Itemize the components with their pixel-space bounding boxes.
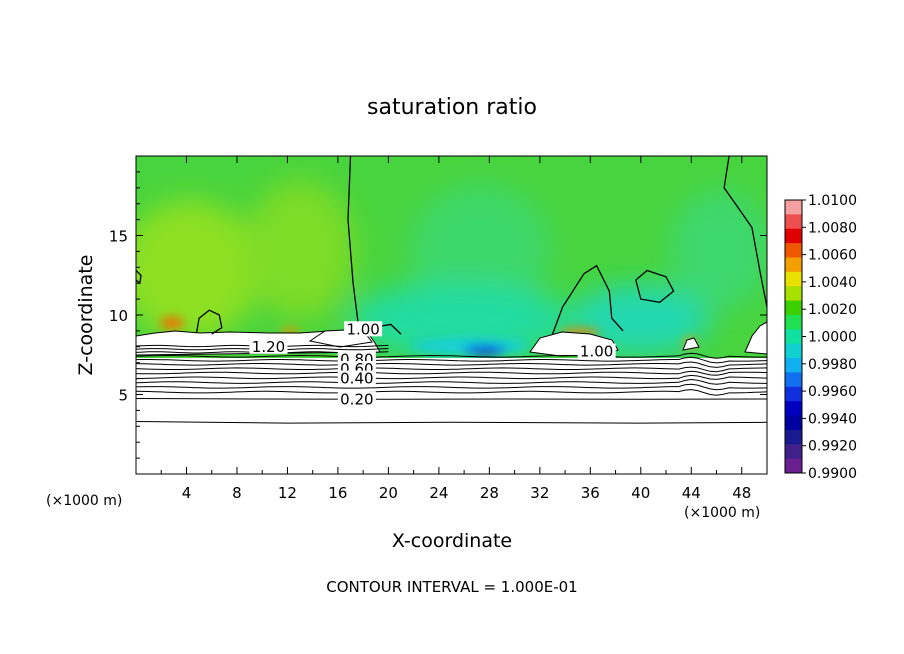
x-tick-label: 12 [278, 484, 297, 502]
cloud-contour-line [723, 156, 767, 308]
stratified-contour-line [136, 361, 767, 368]
contour-label: 1.00 [346, 320, 379, 338]
colorbar-swatch [785, 358, 802, 373]
cloud-contours [136, 156, 767, 335]
field-yellowish-mid [245, 180, 355, 320]
stratified-contour-line [136, 378, 767, 385]
cloud-contour-line [195, 309, 223, 335]
x-unit-right: (×1000 m) [684, 505, 760, 521]
field-cyan-right [570, 285, 710, 355]
contour-label-bg [337, 370, 376, 386]
cloud-contour-line [551, 264, 624, 335]
x-tick-label: 16 [328, 484, 347, 502]
x-tick-label: 4 [182, 484, 192, 502]
saturation-field [136, 156, 767, 358]
contour-interval-note: CONTOUR INTERVAL = 1.000E-01 [326, 578, 577, 596]
y-tick-label: 5 [118, 387, 128, 405]
colorbar-tick-label: 1.0100 [808, 193, 857, 209]
colorbar-tick-label: 0.9960 [808, 384, 857, 400]
x-tick-label: 28 [480, 484, 499, 502]
stratified-contour-line [136, 374, 767, 380]
field-orange-left [160, 317, 184, 329]
low-contours [136, 398, 767, 424]
x-unit-left: (×1000 m) [46, 493, 122, 509]
colorbar-swatch [785, 300, 802, 316]
x-axis: 4 8 12 16 20 24 28 32 36 40 44 48 [160, 156, 751, 502]
contour-label-bg [344, 321, 383, 337]
x-tick-label: 44 [682, 484, 701, 502]
colorbar-swatch [785, 286, 802, 302]
stratified-contours [136, 344, 767, 396]
colorbar-swatch [785, 214, 802, 230]
x-tick-label: 32 [530, 484, 549, 502]
chart-title: saturation ratio [367, 95, 537, 120]
colorbar-swatch [785, 415, 802, 431]
low-contour-line [136, 421, 767, 424]
cloud-blob-4 [744, 321, 767, 355]
x-tick-label: 36 [581, 484, 600, 502]
colorbar-swatch [785, 329, 802, 345]
x-tick-label: 48 [732, 484, 751, 502]
stratified-contour-line [136, 366, 767, 373]
colorbar-swatch [785, 343, 802, 359]
colorbar-swatch [785, 243, 802, 258]
colorbar-tick-label: 0.9920 [808, 439, 857, 455]
colorbar-tick-label: 1.0020 [808, 302, 857, 318]
cloud-contour-line [136, 270, 142, 285]
contour-label: 0.40 [340, 370, 373, 388]
contour-labels: 1.001.200.800.600.400.201.00 [249, 320, 616, 408]
y-tick-label: 15 [109, 228, 128, 246]
colorbar-swatch [785, 200, 802, 215]
colorbar-swatch [785, 444, 802, 460]
stratified-contour-line [136, 389, 767, 396]
colorbar-swatch [785, 429, 802, 445]
x-tick-label: 20 [379, 484, 398, 502]
cloud-blob-3 [682, 337, 700, 351]
contour-label-bg [577, 343, 616, 359]
field-cyan-center [350, 282, 570, 358]
field-lightgreen-right [670, 190, 767, 310]
stratified-contour-line [136, 383, 767, 391]
cloud-contour-line [635, 269, 675, 303]
plot-area: 1.001.200.800.600.400.201.00 [136, 156, 767, 474]
colorbar-tick-label: 0.9900 [808, 466, 857, 482]
contour-label-bg [337, 391, 376, 407]
contour-label-bg [249, 338, 288, 354]
field-darkblue-low [475, 349, 495, 355]
y-tick-label: 10 [109, 307, 128, 325]
x-axis-label: X-coordinate [392, 530, 512, 552]
colorbar-swatch [785, 372, 802, 388]
x-tick-label: 40 [631, 484, 650, 502]
stratified-contour-line [136, 352, 767, 359]
low-contour-line [136, 398, 767, 400]
colorbar-swatch [785, 257, 802, 273]
stratified-contour-line [136, 356, 767, 364]
colorbar-tick-label: 1.0060 [808, 248, 857, 264]
field-yellowish-left [136, 200, 260, 340]
stratified-contour-line [136, 370, 767, 376]
x-tick-label: 24 [429, 484, 448, 502]
colorbar-tick-label: 0.9940 [808, 411, 857, 427]
colorbar-tick-label: 1.0080 [808, 220, 857, 236]
colorbar: 1.0100 1.0080 1.0060 1.0040 1.0020 1.0000 0.99… [784, 193, 857, 482]
colorbar-swatch [785, 401, 802, 417]
contour-label: 1.20 [252, 338, 285, 356]
colorbar-swatch [785, 386, 802, 402]
x-tick-label: 8 [232, 484, 242, 502]
colorbar-swatch [785, 458, 802, 474]
contour-label: 1.00 [580, 343, 613, 361]
colorbar-swatch [785, 314, 802, 330]
colorbar-tick-label: 0.9980 [808, 357, 857, 373]
colorbar-swatch [785, 228, 802, 244]
colorbar-tick-label: 1.0040 [808, 275, 857, 291]
contour-label: 0.20 [340, 390, 373, 408]
colorbar-tick-label: 1.0000 [808, 330, 857, 346]
y-axis: 5 10 15 [109, 171, 767, 459]
y-axis-label: Z-coordinate [75, 255, 97, 376]
colorbar-swatch [785, 271, 802, 287]
